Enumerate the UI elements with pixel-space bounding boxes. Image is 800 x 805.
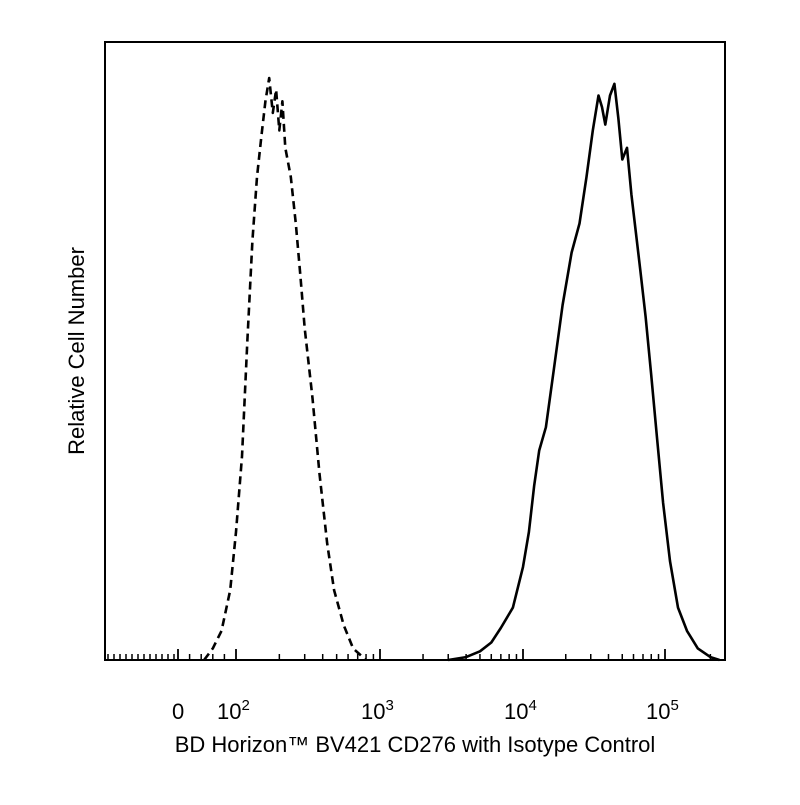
x-minor-ticks — [107, 654, 712, 660]
x-major-ticks — [177, 649, 666, 660]
x-tick-label: 0 — [172, 699, 184, 724]
x-axis-title: BD Horizon™ BV421 CD276 with Isotype Con… — [175, 732, 656, 757]
y-axis-title: Relative Cell Number — [64, 247, 89, 455]
x-tick-label: 104 — [504, 697, 537, 724]
cd276-histogram — [447, 82, 720, 662]
plot-frame — [104, 41, 726, 661]
series-layer — [203, 76, 720, 662]
x-tick-label: 103 — [361, 697, 394, 724]
x-tick-label: 102 — [217, 697, 250, 724]
isotype-control-histogram — [203, 76, 367, 661]
x-tick-labels: 0 102 103 104 105 — [172, 697, 679, 724]
x-tick-label: 105 — [646, 697, 679, 724]
